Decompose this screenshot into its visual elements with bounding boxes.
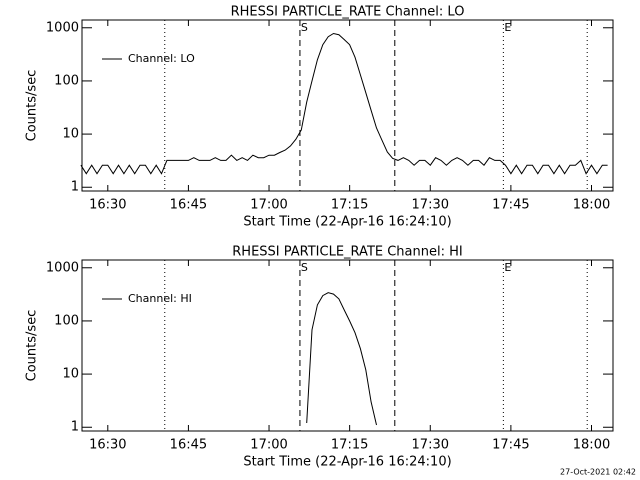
x-tick-label: 18:00 <box>573 438 610 453</box>
plot-frame <box>81 19 614 192</box>
chart-title: RHESSI PARTICLE_RATE Channel: LO <box>231 5 465 20</box>
x-tick-label: 17:15 <box>331 198 368 213</box>
legend-label: Channel: LO <box>128 52 195 65</box>
marker-label: S <box>301 21 308 34</box>
x-axis-label: Start Time (22-Apr-16 16:24:10) <box>243 215 451 230</box>
x-tick-label: 16:45 <box>170 438 207 453</box>
data-line <box>306 292 377 426</box>
y-axis-label: Counts/sec <box>25 310 40 382</box>
marker-label: S <box>301 261 308 274</box>
marker-label: E <box>504 21 511 34</box>
chart-title: RHESSI PARTICLE_RATE Channel: HI <box>232 245 462 260</box>
marker-label: E <box>504 261 511 274</box>
legend-label: Channel: HI <box>128 292 192 305</box>
y-axis-label: Counts/sec <box>25 70 40 142</box>
y-tick-label: 100 <box>54 313 79 328</box>
x-axis-label: Start Time (22-Apr-16 16:24:10) <box>243 455 451 470</box>
plot-frame <box>81 259 614 432</box>
y-tick-label: 10 <box>62 367 79 382</box>
data-line <box>80 32 608 175</box>
x-tick-label: 17:45 <box>492 198 529 213</box>
x-tick-label: 17:00 <box>250 438 287 453</box>
x-tick-label: 16:30 <box>89 198 126 213</box>
y-tick-label: 1 <box>71 420 79 435</box>
x-tick-label: 18:00 <box>573 198 610 213</box>
y-tick-label: 1000 <box>46 260 79 275</box>
footer-date: 27-Oct-2021 02:42 <box>560 468 636 477</box>
x-tick-label: 17:45 <box>492 438 529 453</box>
y-tick-label: 1 <box>71 180 79 195</box>
x-tick-label: 17:30 <box>412 198 449 213</box>
x-tick-label: 17:15 <box>331 438 368 453</box>
x-tick-label: 17:30 <box>412 438 449 453</box>
x-tick-label: 16:45 <box>170 198 207 213</box>
x-tick-label: 16:30 <box>89 438 126 453</box>
y-tick-label: 1000 <box>46 20 79 35</box>
y-tick-label: 10 <box>62 127 79 142</box>
x-tick-label: 17:00 <box>250 198 287 213</box>
y-tick-label: 100 <box>54 73 79 88</box>
